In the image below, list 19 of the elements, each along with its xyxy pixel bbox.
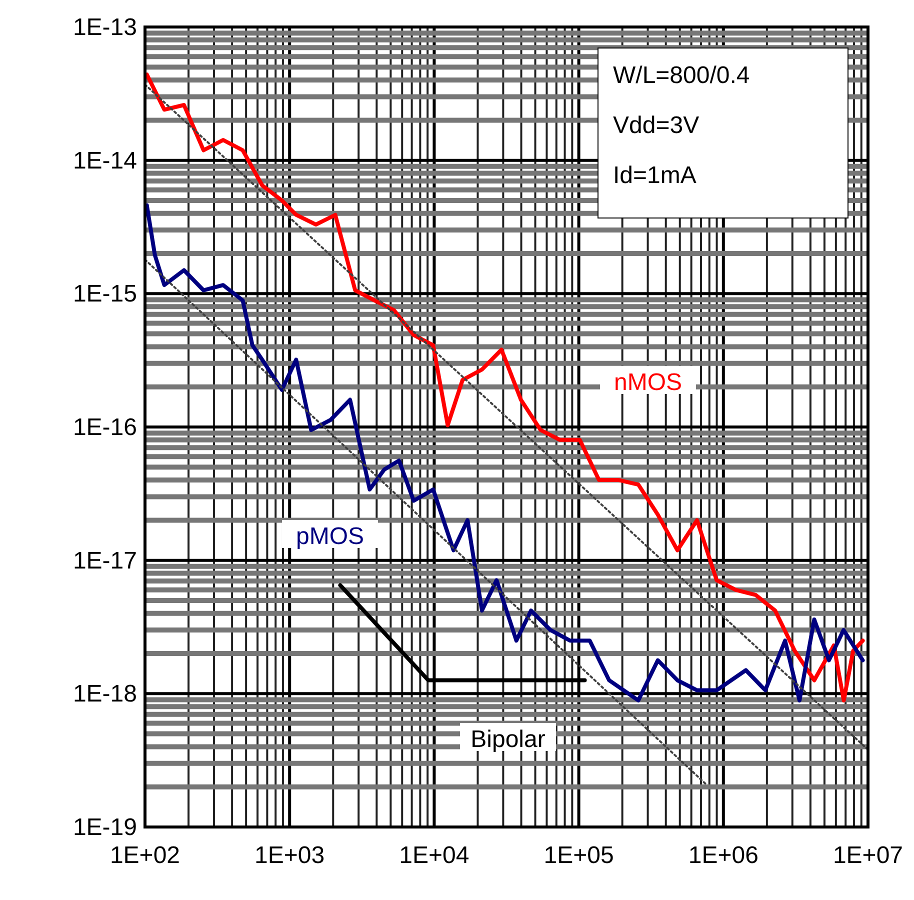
y-tick-label: 1E-16 [72,414,137,441]
x-tick-label: 1E+02 [110,842,180,869]
series-label: pMOS [296,523,364,550]
y-tick-label: 1E-17 [72,547,137,574]
x-tick-label: 1E+07 [832,842,904,869]
text: nMOS [614,369,682,396]
series-label: Bipolar [470,726,546,753]
x-tick-label: 1E+03 [254,842,325,869]
y-tick-label: 1E-18 [72,680,137,708]
y-tick-label: 1E-13 [72,14,137,41]
annotation: Vdd=3V [613,112,700,139]
annotation: W/L=800/0.4 [613,62,750,89]
x-tick-label: 1E+05 [544,842,614,869]
y-tick-label: 1E-14 [72,147,137,174]
x-tick-label: 1E+04 [399,842,470,869]
x-tick-label: 1E+06 [688,842,758,869]
annotation: Id=1mA [613,162,696,189]
y-tick-label: 1E-15 [72,280,137,308]
y-tick-label: 1E-19 [72,814,137,841]
